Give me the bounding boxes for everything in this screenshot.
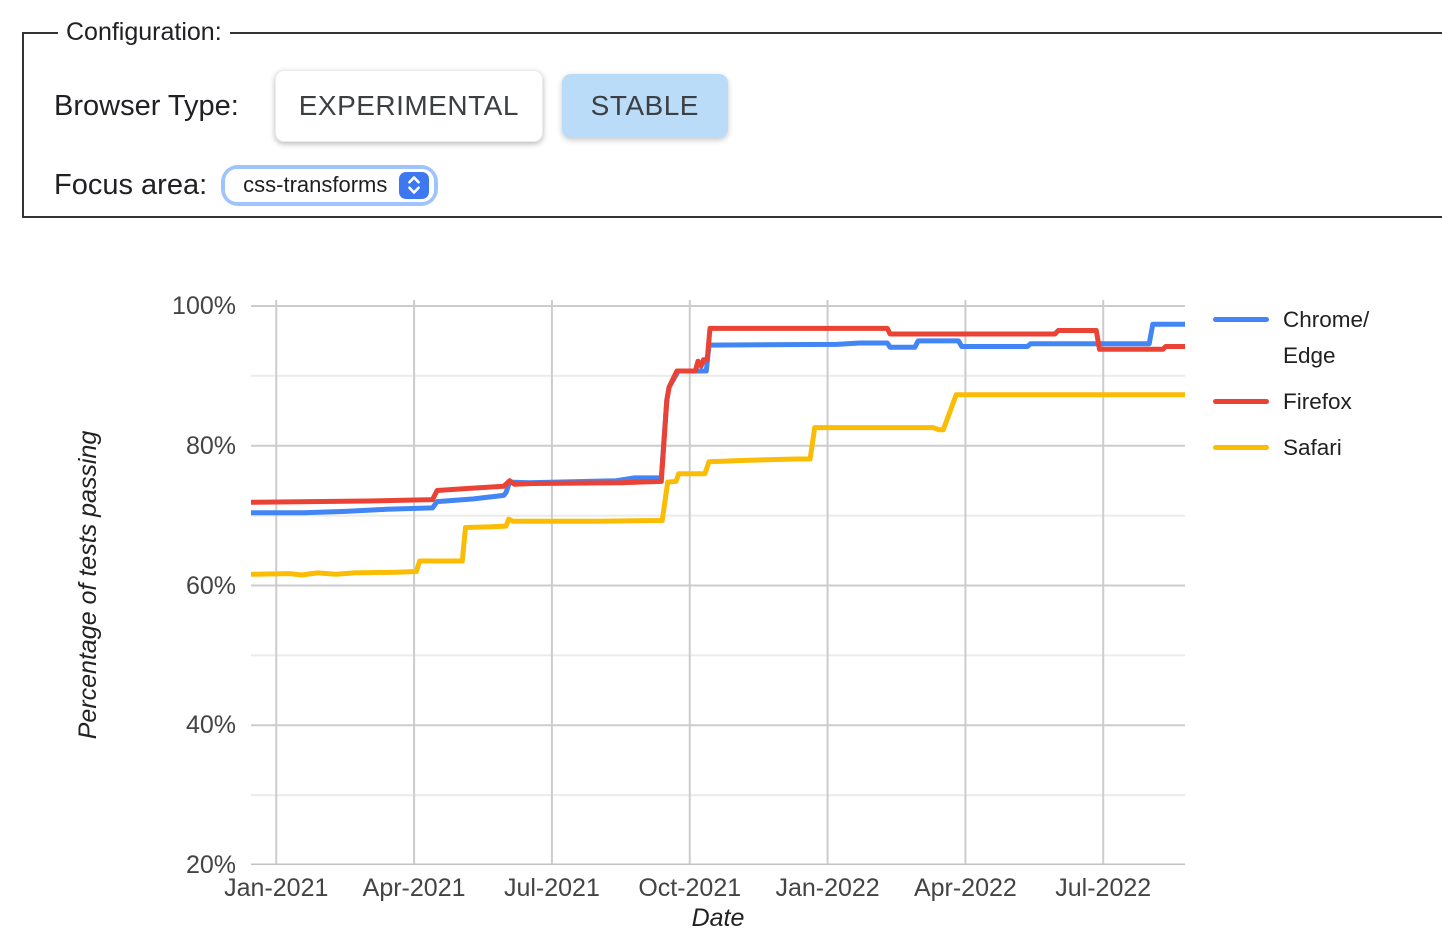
legend-label-firefox: Firefox	[1283, 389, 1352, 414]
x-tick-label: Jul-2021	[503, 874, 600, 902]
chart-legend: Chrome/Edge Firefox Safari	[1213, 302, 1369, 466]
x-tick-label: Jul-2022	[1055, 874, 1152, 902]
legend-item-safari: Safari	[1213, 430, 1369, 466]
y-tick-label: 80%	[185, 431, 236, 460]
y-tick-label: 20%	[185, 851, 236, 879]
legend-item-firefox: Firefox	[1213, 384, 1369, 420]
x-tick-label: Jan-2022	[775, 874, 880, 902]
focus-area-select-box: css-transforms	[225, 168, 435, 202]
x-tick-label: Apr-2022	[913, 874, 1017, 902]
browser-type-label: Browser Type:	[54, 89, 239, 122]
x-tick-label: Apr-2021	[362, 874, 466, 902]
series-line-safari	[251, 392, 1185, 578]
legend-label-safari: Safari	[1283, 435, 1342, 460]
series-line-chrome-edge	[251, 321, 1185, 516]
focus-area-row: Focus area: css-transforms	[54, 161, 1418, 209]
y-tick-label: 60%	[185, 571, 236, 600]
experimental-button[interactable]: EXPERIMENTAL	[274, 70, 543, 142]
x-axis-title: Date	[691, 904, 745, 932]
browser-type-row: Browser Type: EXPERIMENTAL STABLE	[54, 67, 1418, 145]
series-line-firefox	[251, 325, 1185, 505]
plot-area	[251, 300, 1185, 865]
x-tick-label: Oct-2021	[638, 874, 742, 902]
x-tick-label: Jan-2021	[224, 874, 329, 902]
legend-label-chrome-edge: Chrome/Edge	[1283, 307, 1370, 368]
select-stepper-icon	[399, 171, 430, 199]
legend-swatch-safari	[1213, 445, 1269, 450]
focus-area-select-value: css-transforms	[243, 172, 388, 197]
focus-area-label: Focus area:	[54, 168, 208, 201]
legend-swatch-chrome-edge	[1213, 317, 1269, 322]
stable-button[interactable]: STABLE	[561, 74, 728, 138]
y-tick-label: 100%	[172, 292, 236, 320]
y-tick-label: 40%	[185, 711, 236, 740]
configuration-fieldset: Configuration: Browser Type: EXPERIMENTA…	[22, 18, 1442, 218]
y-axis-title: Percentage of tests passing	[74, 430, 102, 740]
configuration-legend: Configuration:	[66, 18, 222, 46]
focus-area-select[interactable]: css-transforms	[221, 164, 439, 206]
legend-swatch-firefox	[1213, 399, 1269, 404]
legend-item-chrome-edge: Chrome/Edge	[1213, 302, 1369, 374]
